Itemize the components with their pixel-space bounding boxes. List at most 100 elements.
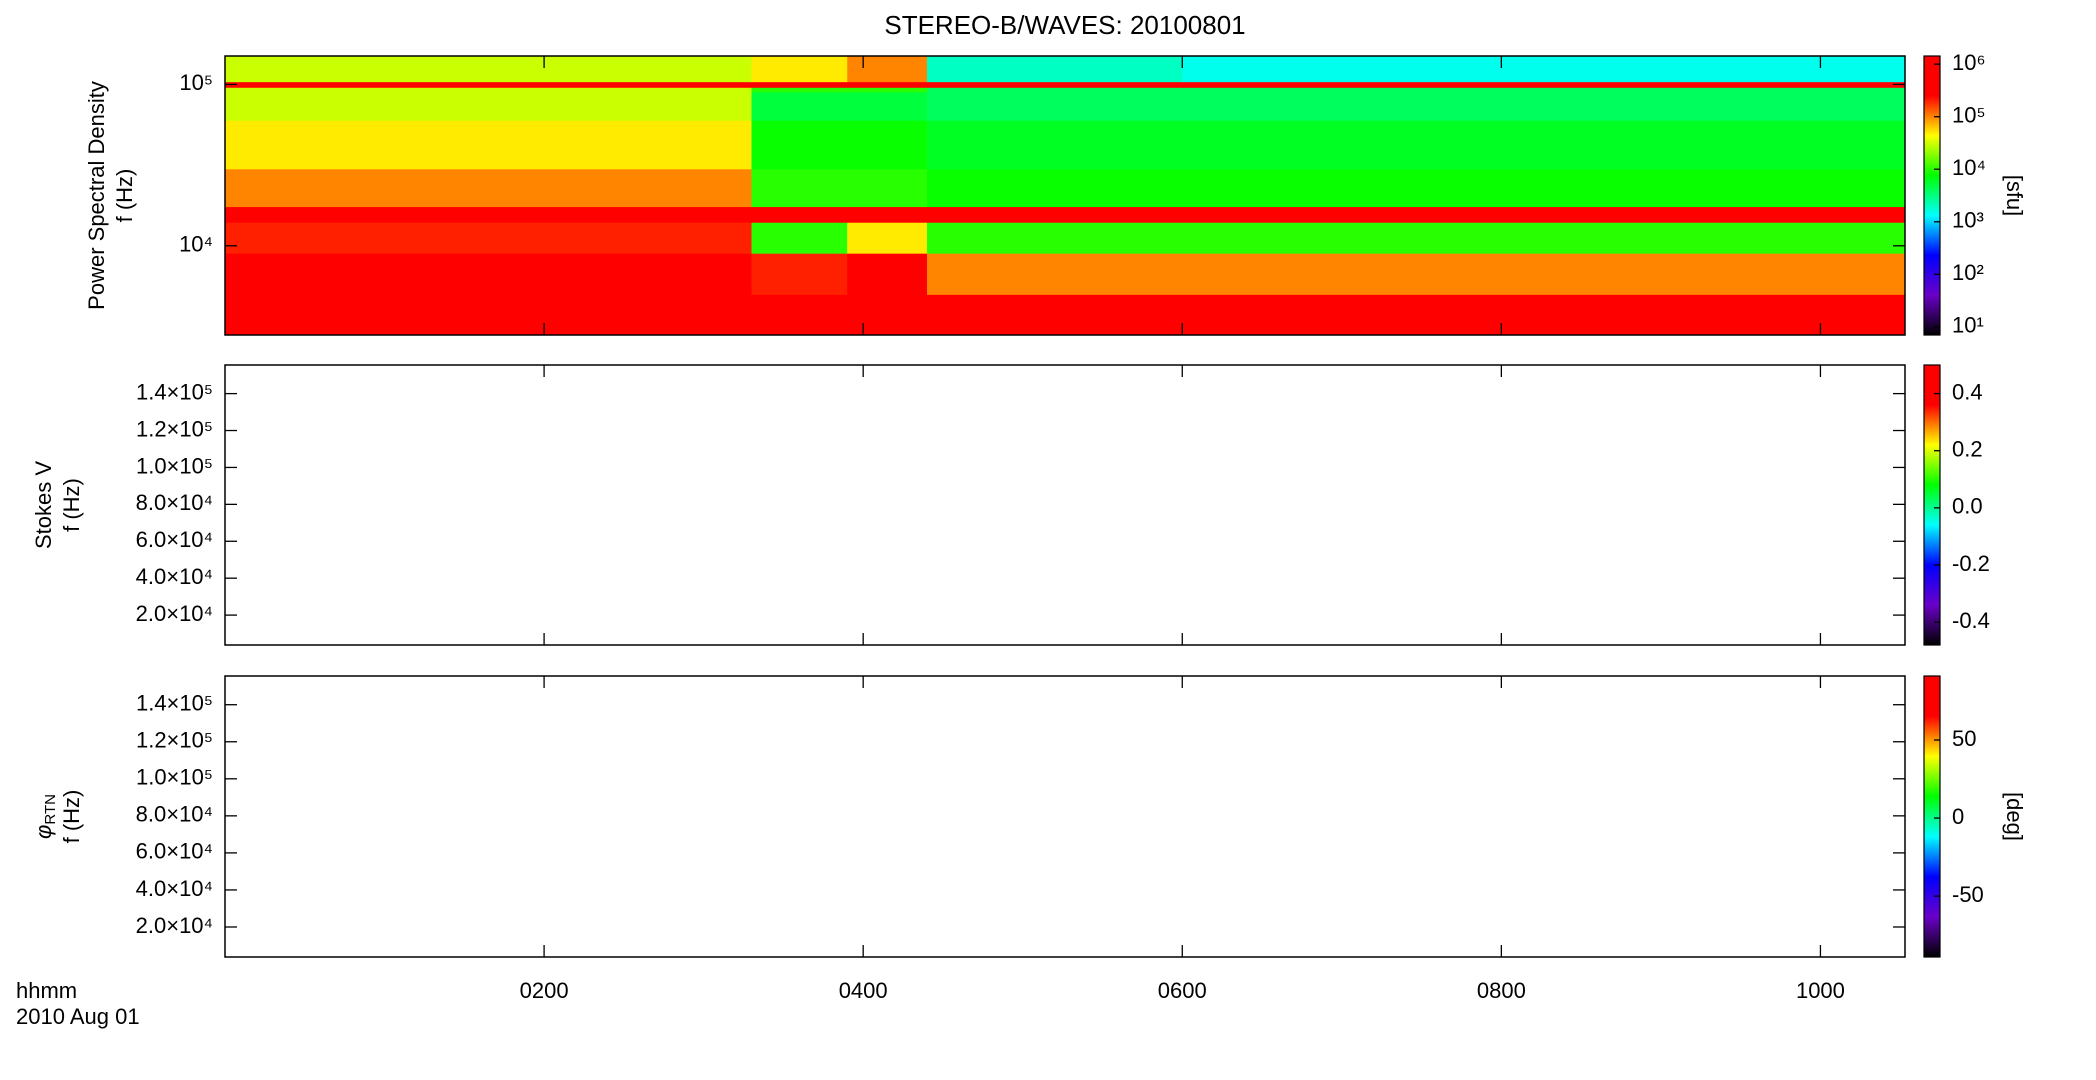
- heatmap-cell: [847, 222, 928, 254]
- heatmap-cell: [926, 91, 1183, 121]
- y-tick-label: 4.0×10⁴: [136, 876, 213, 901]
- heatmap-cell: [225, 253, 752, 295]
- colorbar-tick-label: 10¹: [1952, 313, 1984, 338]
- heatmap-cell: [751, 81, 848, 88]
- colorbar-tick-label: 10²: [1952, 260, 1984, 285]
- heatmap-cell: [1501, 91, 1906, 121]
- heatmap-cell: [1501, 87, 1906, 93]
- heatmap-cell: [225, 87, 752, 93]
- heatmap-cell: [926, 81, 1183, 88]
- heatmap-cell: [1182, 87, 1502, 93]
- y-tick-label: 10⁵: [179, 70, 213, 95]
- heatmap-cell: [847, 294, 928, 336]
- colorbar: [1923, 675, 1941, 958]
- y-tick-label: 10⁴: [179, 232, 213, 257]
- y-tick-label: 4.0×10⁴: [136, 564, 213, 589]
- heatmap-cell: [926, 56, 1183, 83]
- plot-frame: [224, 364, 1906, 646]
- y-tick-label: 1.0×10⁵: [136, 453, 213, 478]
- y-tick-label: 6.0×10⁴: [136, 527, 213, 552]
- heatmap-cell: [1182, 206, 1502, 223]
- y-tick-label: 8.0×10⁴: [136, 802, 213, 827]
- colorbar-tick-label: 50: [1952, 726, 1976, 751]
- heatmap-cell: [1182, 56, 1502, 83]
- y-axis-label-symbol: φ: [31, 825, 56, 839]
- plot-frame: [224, 675, 1906, 958]
- colorbar-tick-label: 0.4: [1952, 379, 1983, 404]
- y-axis-label: Power Spectral Density: [84, 81, 109, 310]
- y-tick-label: 2.0×10⁴: [136, 913, 213, 938]
- x-tick-label: 0200: [520, 978, 569, 1003]
- heatmap-cell: [225, 91, 752, 121]
- heatmap-cell: [847, 91, 928, 121]
- heatmap-cell: [1501, 206, 1906, 223]
- colorbar-tick-label: 0.2: [1952, 437, 1983, 462]
- heatmap-cell: [847, 81, 928, 88]
- heatmap-cell: [926, 168, 1183, 208]
- heatmap-cell: [225, 206, 752, 223]
- y-tick-label: 1.2×10⁵: [136, 416, 213, 441]
- colorbar-tick-label: 10⁶: [1952, 50, 1986, 75]
- heatmap-cell: [847, 120, 928, 170]
- heatmap-cell: [751, 120, 848, 170]
- heatmap-cell: [1501, 168, 1906, 208]
- y-axis-label: f (Hz): [59, 478, 84, 532]
- chart-title: STEREO-B/WAVES: 20100801: [884, 10, 1245, 40]
- heatmap-cell: [926, 294, 1183, 336]
- heatmap-cell: [225, 222, 752, 254]
- colorbar-label: [sfu]: [2002, 175, 2027, 217]
- colorbar: [1923, 55, 1941, 336]
- heatmap-cell: [926, 222, 1183, 254]
- x-tick-label: 0400: [839, 978, 888, 1003]
- colorbar-tick-label: 10⁵: [1952, 103, 1986, 128]
- colorbar-tick-label: 10⁴: [1952, 155, 1986, 180]
- heatmap-cell: [1501, 81, 1906, 88]
- x-tick-label: 0800: [1477, 978, 1526, 1003]
- colorbar: [1923, 364, 1941, 646]
- heatmap-cell: [847, 168, 928, 208]
- y-axis-label: f (Hz): [112, 169, 137, 223]
- heatmap-cell: [1182, 294, 1502, 336]
- y-tick-label: 6.0×10⁴: [136, 839, 213, 864]
- heatmap-cell: [847, 206, 928, 223]
- y-axis-label: φRTN: [31, 794, 59, 839]
- heatmap-cell: [1182, 222, 1502, 254]
- heatmap-cell: [1501, 253, 1906, 295]
- colorbar-tick-label: -0.4: [1952, 608, 1990, 633]
- heatmap-cell: [1182, 120, 1502, 170]
- y-tick-label: 8.0×10⁴: [136, 490, 213, 515]
- heatmap-cell: [847, 56, 928, 83]
- y-tick-label: 1.4×10⁵: [136, 379, 213, 404]
- heatmap-cell: [1501, 120, 1906, 170]
- colorbar-tick-label: 0: [1952, 804, 1964, 829]
- heatmap-cell: [751, 168, 848, 208]
- heatmap-cell: [225, 294, 752, 336]
- heatmap-cell: [225, 56, 752, 83]
- date-label: 2010 Aug 01: [16, 1004, 140, 1029]
- colorbar-tick-label: 0.0: [1952, 494, 1983, 519]
- heatmap-cell: [1182, 168, 1502, 208]
- colorbar-tick-label: 10³: [1952, 208, 1984, 233]
- colorbar-label: [deg]: [2002, 792, 2027, 841]
- heatmap-cell: [751, 87, 848, 93]
- y-axis-label: f (Hz): [59, 790, 84, 844]
- heatmap-cell: [1182, 81, 1502, 88]
- x-tick-label: 1000: [1796, 978, 1845, 1003]
- heatmap-cell: [225, 168, 752, 208]
- heatmap-cell: [926, 120, 1183, 170]
- colorbar-tick-label: -0.2: [1952, 551, 1990, 576]
- y-axis-label-subscript: RTN: [42, 794, 59, 825]
- heatmap-cell: [1501, 56, 1906, 83]
- heatmap-cell: [847, 253, 928, 295]
- heatmap-cell: [751, 91, 848, 121]
- heatmap-cell: [751, 222, 848, 254]
- heatmap-cell: [751, 206, 848, 223]
- heatmap-cell: [225, 120, 752, 170]
- heatmap-cell: [926, 253, 1183, 295]
- x-tick-label: 0600: [1158, 978, 1207, 1003]
- heatmap-cell: [1182, 91, 1502, 121]
- heatmap-cell: [225, 81, 752, 88]
- heatmap-cell: [751, 56, 848, 83]
- colorbar-tick-label: -50: [1952, 882, 1984, 907]
